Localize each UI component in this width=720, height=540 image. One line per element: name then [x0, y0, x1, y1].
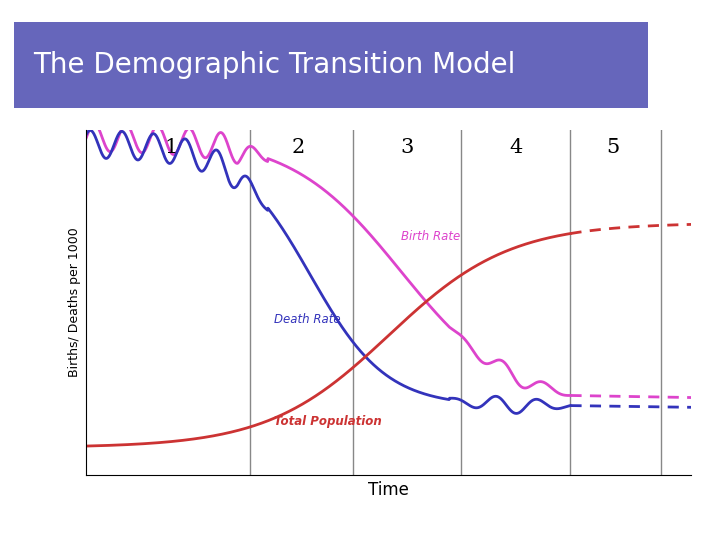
- FancyBboxPatch shape: [0, 16, 686, 113]
- Text: 2: 2: [292, 138, 305, 157]
- Text: Death Rate: Death Rate: [274, 313, 341, 326]
- Text: 3: 3: [400, 138, 413, 157]
- Text: Total Population: Total Population: [274, 415, 382, 428]
- Text: Birth Rate: Birth Rate: [401, 230, 460, 243]
- Text: 4: 4: [509, 138, 523, 157]
- Text: The Demographic Transition Model: The Demographic Transition Model: [33, 51, 516, 79]
- X-axis label: Time: Time: [369, 481, 409, 499]
- Text: 1: 1: [164, 138, 178, 157]
- Text: 5: 5: [606, 138, 619, 157]
- Y-axis label: Births/ Deaths per 1000: Births/ Deaths per 1000: [68, 227, 81, 377]
